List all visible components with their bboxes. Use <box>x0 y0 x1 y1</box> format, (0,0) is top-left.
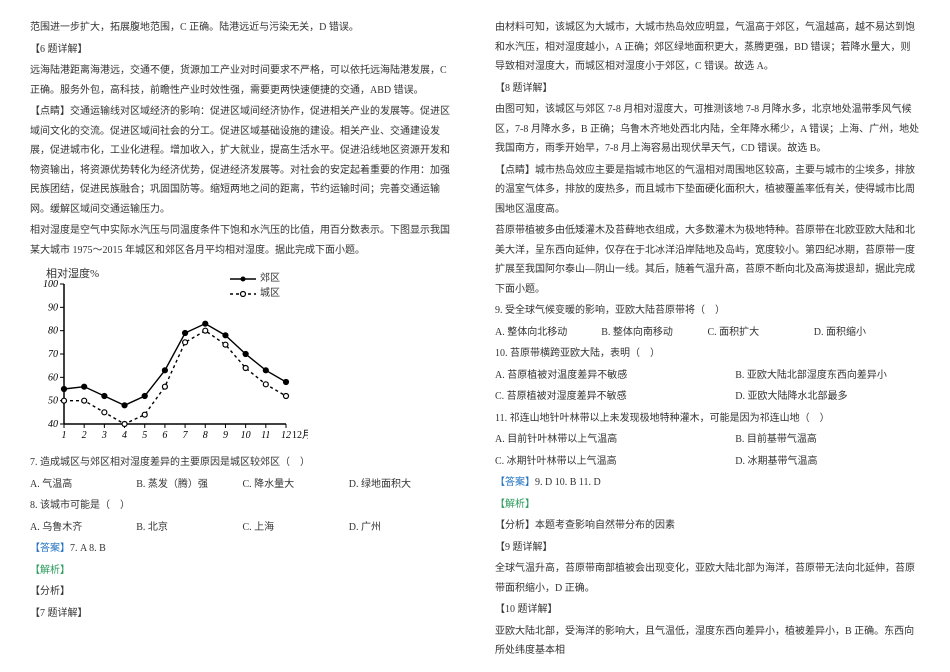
question-9-options: A. 整体向北移动 B. 整体向南移动 C. 面积扩大 D. 面积缩小 <box>495 323 920 343</box>
svg-text:100: 100 <box>43 280 58 290</box>
para: 全球气温升高，苔原带南部植被会出现变化，亚欧大陆北部为海洋，苔原带无法向北延伸，… <box>495 559 920 598</box>
tag-q7: 【7 题详解】 <box>30 604 455 624</box>
opt-c: C. 降水量大 <box>243 475 349 495</box>
para: 由图可知，该城区与郊区 7-8 月相对湿度大，可推测该地 7-8 月降水多，北京… <box>495 100 920 159</box>
opt-b: B. 蒸发（腾）强 <box>136 475 242 495</box>
tag-q10: 【10 题详解】 <box>495 600 920 620</box>
question-8: 8. 该城市可能是（ ） <box>30 496 455 516</box>
question-11: 11. 祁连山地针叶林带以上未发现极地特种灌木，可能是因为祁连山地（ ） <box>495 409 920 429</box>
question-7: 7. 造成城区与郊区相对湿度差异的主要原因是城区较郊区（ ） <box>30 453 455 473</box>
opt-b: B. 北京 <box>136 518 242 538</box>
svg-text:60: 60 <box>48 372 58 383</box>
svg-text:2: 2 <box>82 430 87 441</box>
tag-fenxi: 【分析】本题考查影响自然带分布的因素 <box>495 516 920 536</box>
question-7-options: A. 气温高 B. 蒸发（腾）强 C. 降水量大 D. 绿地面积大 <box>30 475 455 495</box>
opt-c: C. 苔原植被对湿度差异不敏感 <box>495 387 735 407</box>
tag-jiexi: 【解析】 <box>30 561 455 581</box>
question-11-options: A. 目前针叶林带以上气温高 B. 目前基带气温高 <box>495 430 920 450</box>
svg-text:90: 90 <box>48 302 58 313</box>
tag-q6: 【6 题详解】 <box>30 40 455 60</box>
svg-text:11: 11 <box>261 430 270 441</box>
answer-val: 7. A 8. B <box>70 543 106 554</box>
opt-c: C. 冰期针叶林带以上气温高 <box>495 452 735 472</box>
svg-text:8: 8 <box>203 430 208 441</box>
opt-d: D. 广州 <box>349 518 455 538</box>
answer-val: 9. D 10. B 11. D <box>535 477 601 488</box>
opt-b: B. 整体向南移动 <box>601 323 707 343</box>
question-8-options: A. 乌鲁木齐 B. 北京 C. 上海 D. 广州 <box>30 518 455 538</box>
question-10-options: A. 苔原植被对温度差异不敏感 B. 亚欧大陆北部湿度东西向差异小 <box>495 366 920 386</box>
para: 亚欧大陆北部，受海洋的影响大，且气温低，湿度东西向差异小，植被差异小，B 正确。… <box>495 622 920 661</box>
humidity-chart: 相对湿度% 郊区 城区 4050607080901001234567891011… <box>30 266 310 451</box>
svg-text:9: 9 <box>223 430 228 441</box>
svg-text:12: 12 <box>281 430 291 441</box>
tag-q8: 【8 题详解】 <box>495 79 920 99</box>
opt-d: D. 亚欧大陆降水北部最多 <box>735 387 920 407</box>
svg-text:70: 70 <box>48 349 58 360</box>
tag-fenxi: 【分析】 <box>30 582 455 602</box>
para: 范围进一步扩大，拓展腹地范围，C 正确。陆港远近与污染无关，D 错误。 <box>30 18 455 38</box>
opt-d: D. 绿地面积大 <box>349 475 455 495</box>
opt-a: A. 乌鲁木齐 <box>30 518 136 538</box>
opt-a: A. 整体向北移动 <box>495 323 601 343</box>
para: 由材料可知，该城区为大城市，大城市热岛效应明显，气温高于郊区，气温越高，越不易达… <box>495 18 920 77</box>
opt-d: D. 面积缩小 <box>814 323 920 343</box>
chart-svg: 40506070809010012345678910111212月 <box>30 280 308 448</box>
tag-jiexi: 【解析】 <box>495 495 920 515</box>
question-11-options-2: C. 冰期针叶林带以上气温高 D. 冰期基带气温高 <box>495 452 920 472</box>
svg-text:40: 40 <box>48 419 58 430</box>
svg-text:1: 1 <box>62 430 67 441</box>
question-10-options-2: C. 苔原植被对湿度差异不敏感 D. 亚欧大陆降水北部最多 <box>495 387 920 407</box>
tag-q9: 【9 题详解】 <box>495 538 920 558</box>
svg-text:3: 3 <box>101 430 107 441</box>
opt-b: B. 目前基带气温高 <box>735 430 920 450</box>
left-column: 范围进一步扩大，拓展腹地范围，C 正确。陆港远近与污染无关，D 错误。 【6 题… <box>30 18 475 654</box>
question-10: 10. 苔原带横跨亚欧大陆，表明（ ） <box>495 344 920 364</box>
opt-a: A. 苔原植被对温度差异不敏感 <box>495 366 735 386</box>
svg-text:4: 4 <box>122 430 127 441</box>
tag-dianjing: 【点睛】交通运输线对区域经济的影响：促进区域间经济协作，促进相关产业的发展等。促… <box>30 102 455 219</box>
svg-text:50: 50 <box>48 396 58 407</box>
svg-text:7: 7 <box>183 430 189 441</box>
svg-text:80: 80 <box>48 326 58 337</box>
opt-c: C. 上海 <box>243 518 349 538</box>
answer-9-11: 【答案】9. D 10. B 11. D <box>495 473 920 493</box>
tag-dianjing: 【点睛】城市热岛效应主要是指城市地区的气温相对周围地区较高，主要与城市的尘埃多，… <box>495 161 920 220</box>
para: 苔原带植被多由低矮灌木及苔藓地衣组成，大多数灌木为极地特种。苔原带在北欧亚欧大陆… <box>495 221 920 299</box>
opt-d: D. 冰期基带气温高 <box>735 452 920 472</box>
opt-c: C. 面积扩大 <box>708 323 814 343</box>
right-column: 由材料可知，该城区为大城市，大城市热岛效应明显，气温高于郊区，气温越高，越不易达… <box>475 18 920 654</box>
question-9: 9. 受全球气候变暖的影响，亚欧大陆苔原带将（ ） <box>495 301 920 321</box>
para: 相对湿度是空气中实际水汽压与同温度条件下饱和水汽压的比值，用百分数表示。下图显示… <box>30 221 455 260</box>
opt-a: A. 气温高 <box>30 475 136 495</box>
opt-a: A. 目前针叶林带以上气温高 <box>495 430 735 450</box>
answer-78: 【答案】7. A 8. B <box>30 539 455 559</box>
svg-text:5: 5 <box>142 430 147 441</box>
answer-label: 【答案】 <box>495 477 535 488</box>
answer-label: 【答案】 <box>30 543 70 554</box>
svg-text:10: 10 <box>241 430 251 441</box>
svg-text:12月: 12月 <box>292 429 308 441</box>
svg-text:6: 6 <box>162 430 167 441</box>
opt-b: B. 亚欧大陆北部湿度东西向差异小 <box>735 366 920 386</box>
para: 远海陆港距离海港远，交通不便，货源加工产业对时间要求不严格，可以依托远海陆港发展… <box>30 61 455 100</box>
